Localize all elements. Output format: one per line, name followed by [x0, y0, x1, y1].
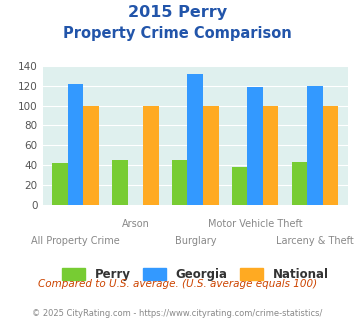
Bar [112, 160, 127, 205]
Text: 2015 Perry: 2015 Perry [128, 5, 227, 20]
Text: All Property Crime: All Property Crime [31, 236, 120, 246]
Bar [172, 160, 187, 205]
Legend: Perry, Georgia, National: Perry, Georgia, National [57, 263, 333, 286]
Text: Burglary: Burglary [175, 236, 216, 246]
Bar [232, 167, 247, 205]
Text: Motor Vehicle Theft: Motor Vehicle Theft [208, 219, 302, 229]
Bar [307, 86, 323, 205]
Text: © 2025 CityRating.com - https://www.cityrating.com/crime-statistics/: © 2025 CityRating.com - https://www.city… [32, 309, 323, 317]
Bar [143, 106, 159, 205]
Bar [203, 106, 219, 205]
Bar [52, 163, 68, 205]
Bar [263, 106, 278, 205]
Text: Larceny & Theft: Larceny & Theft [276, 236, 354, 246]
Bar [291, 162, 307, 205]
Text: Arson: Arson [121, 219, 149, 229]
Bar [68, 84, 83, 205]
Bar [247, 87, 263, 205]
Text: Property Crime Comparison: Property Crime Comparison [63, 26, 292, 41]
Bar [83, 106, 99, 205]
Bar [323, 106, 338, 205]
Text: Compared to U.S. average. (U.S. average equals 100): Compared to U.S. average. (U.S. average … [38, 279, 317, 289]
Bar [187, 74, 203, 205]
